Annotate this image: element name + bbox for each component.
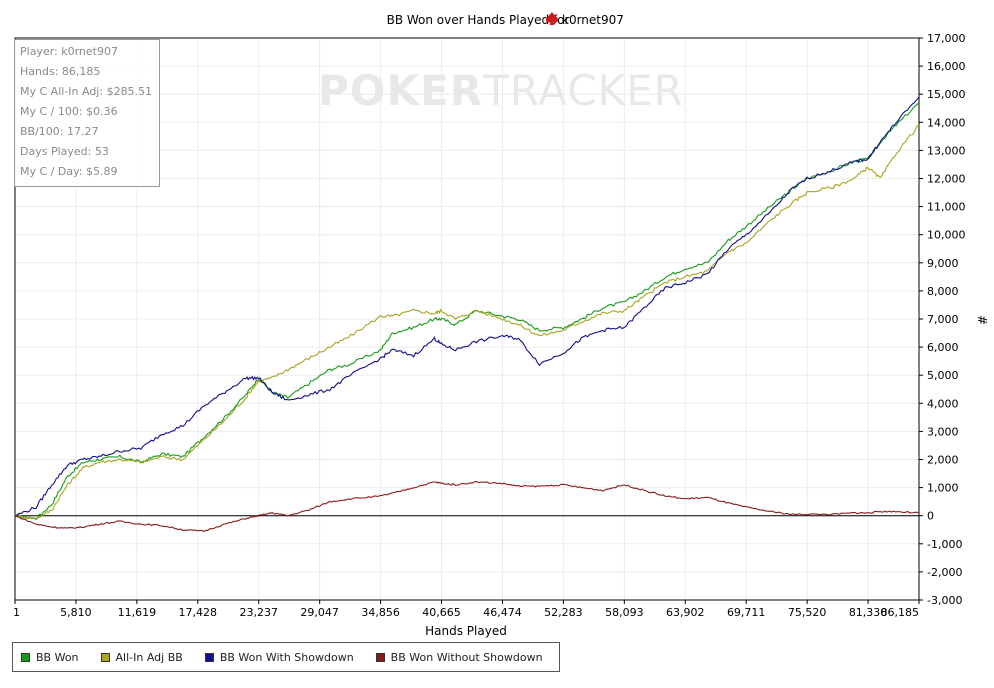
legend-item-bb-won[interactable]: BB Won	[21, 651, 79, 664]
x-tick-label: 46,474	[483, 606, 522, 619]
x-tick-label: 58,093	[605, 606, 644, 619]
y-tick-label: 5,000	[927, 369, 959, 382]
y-tick-label: 4,000	[927, 397, 959, 410]
watermark-light: TRACKER	[483, 66, 684, 115]
legend-label-allin-adj: All-In Adj BB	[115, 650, 183, 664]
y-tick-label: -2,000	[927, 566, 962, 579]
y-tick-label: 14,000	[927, 116, 966, 129]
stat-allin-adj: My C All-In Adj: $285.51	[20, 85, 153, 98]
legend-swatch-allin-adj	[100, 652, 110, 662]
legend-swatch-without-showdown	[375, 652, 385, 662]
legend-item-allin-adj[interactable]: All-In Adj BB	[100, 650, 183, 664]
pokertracker-watermark: POKERTRACKER	[318, 66, 684, 115]
legend-label-bb-won: BB Won	[36, 650, 79, 664]
legend-swatch-with-showdown	[204, 652, 214, 662]
y-tick-label: -1,000	[927, 538, 962, 551]
y-tick-label: 8,000	[927, 285, 959, 298]
x-tick-label: 34,856	[361, 606, 400, 619]
x-tick-label: 86,185	[881, 606, 920, 619]
legend-label-with-showdown: BB Won With Showdown	[219, 650, 354, 664]
y-tick-label: 12,000	[927, 173, 966, 186]
chart-title: BB Won over Hands Played for	[387, 13, 570, 27]
x-tick-label: 11,619	[118, 606, 157, 619]
watermark-bold: POKER	[318, 66, 484, 115]
stats-box: Player: k0rnet907 Hands: 86,185 My C All…	[14, 39, 160, 187]
x-tick-label: 40,665	[422, 606, 461, 619]
legend-swatch-bb-won	[21, 652, 30, 662]
x-tick-label: 81,330	[849, 606, 888, 619]
tick-labels: -3,000 -2,000 -1,000 0 1,000 2,000 3,000 4,000 5…	[13, 32, 966, 619]
y-tick-label: 17,000	[927, 32, 966, 45]
x-tick-label: 29,047	[300, 606, 339, 619]
stat-bb-100: BB/100: 17.27	[20, 125, 99, 138]
chart-title-text: BB Won over Hands Played for	[387, 13, 570, 27]
stat-days-played: Days Played: 53	[20, 145, 109, 158]
y-tick-label: 15,000	[927, 88, 966, 101]
y-tick-label: 6,000	[927, 341, 959, 354]
x-tick-label: 63,902	[666, 606, 705, 619]
series-line-with-showdown	[14, 96, 920, 517]
x-tick-label: 5,810	[60, 606, 92, 619]
stat-per-100: My C / 100: $0.36	[20, 105, 118, 118]
series-line-allin-adj	[14, 124, 920, 520]
y-tick-label: 13,000	[927, 144, 966, 157]
y-tick-label: 7,000	[927, 313, 959, 326]
x-tick-label: 17,428	[179, 606, 218, 619]
y-tick-label: 2,000	[927, 454, 959, 467]
x-tick-label: 75,520	[788, 606, 827, 619]
chart-legend: BB Won All-In Adj BB BB Won With Showdow…	[12, 642, 560, 672]
y-tick-label: 16,000	[927, 60, 966, 73]
stat-player: Player: k0rnet907	[20, 45, 118, 58]
series-line-bb-won	[14, 102, 920, 520]
y-tick-label: 0	[927, 510, 934, 523]
chart-title-player: k0rnet907	[562, 13, 624, 27]
y-axis-label: #	[975, 315, 989, 325]
x-tick-label: 52,283	[544, 606, 583, 619]
x-axis-label: Hands Played	[425, 624, 507, 638]
y-tick-label: 11,000	[927, 201, 966, 214]
y-tick-label: 3,000	[927, 425, 959, 438]
y-tick-label: 10,000	[927, 229, 966, 242]
legend-label-without-showdown: BB Won Without Showdown	[390, 650, 543, 664]
legend-item-with-showdown[interactable]: BB Won With Showdown	[204, 650, 354, 664]
axes	[14, 37, 923, 604]
x-tick-label: 23,237	[239, 606, 278, 619]
y-tick-label: -3,000	[927, 594, 962, 607]
series-lines	[14, 96, 920, 533]
legend-item-without-showdown[interactable]: BB Won Without Showdown	[375, 650, 543, 664]
stat-per-day: My C / Day: $5.89	[20, 165, 118, 178]
series-line-without-showdown	[14, 481, 920, 533]
spade-icon	[546, 12, 558, 25]
x-tick-label: 69,711	[727, 606, 766, 619]
plot-frame	[14, 37, 920, 601]
y-tick-label: 9,000	[927, 257, 959, 270]
x-tick-label: 1	[13, 606, 20, 619]
stat-hands: Hands: 86,185	[20, 65, 101, 78]
y-tick-label: 1,000	[927, 482, 959, 495]
